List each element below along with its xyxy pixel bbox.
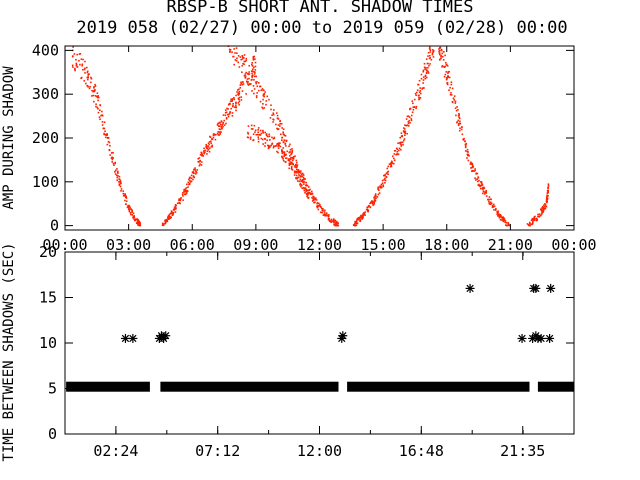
amp-x-axis: 00:00 03:00 06:00 09:00 12:00 15:00 18:00 21:00… [42, 46, 597, 254]
amp-x-tick-label: 18:00 [424, 236, 469, 254]
amp-panel: 00:00 03:00 06:00 09:00 12:00 15:00 18:00 21:00… [1, 41, 597, 254]
interval-marks [66, 283, 574, 392]
amp-envelope-6 [438, 46, 510, 227]
interval-point [531, 283, 541, 293]
baseline-run-4 [537, 381, 574, 392]
interval-point [536, 333, 546, 343]
interval-point [161, 331, 171, 341]
baseline-run-3 [347, 381, 530, 392]
interval-point [338, 331, 348, 341]
interval-y-tick-label: 5 [48, 380, 57, 398]
interval-panel: 02:24 07:12 12:00 16:48 21:35 0 5 10 15 20 TIME … [1, 242, 575, 462]
amp-envelope-3 [227, 45, 340, 227]
amp-plot-frame [64, 45, 575, 231]
interval-y-tick-label: 0 [48, 425, 57, 443]
amp-x-tick-label: 00:00 [42, 236, 87, 254]
interval-point [128, 333, 138, 343]
amp-y-tick-label: 400 [32, 41, 59, 59]
amp-y-axis-label: AMP DURING SHADOW [1, 66, 17, 210]
interval-point [465, 283, 475, 293]
amp-y-tick-label: 0 [50, 217, 59, 235]
amp-envelope-7 [526, 183, 550, 227]
interval-x-tick-label: 12:00 [297, 442, 342, 460]
amp-x-tick-label: 00:00 [551, 236, 596, 254]
amp-y-tick-label: 100 [32, 173, 59, 191]
interval-y-tick-label: 15 [39, 289, 57, 307]
amp-envelope-1 [71, 46, 142, 227]
amp-envelope-5 [352, 46, 435, 227]
interval-plot-frame [64, 251, 575, 435]
amp-y-axis: 0 100 200 300 400 [32, 41, 574, 235]
baseline-run-1 [66, 381, 150, 392]
baseline-run-2 [160, 381, 339, 392]
chart-subtitle: 2019 058 (02/27) 00:00 to 2019 059 (02/2… [76, 18, 567, 38]
interval-point [517, 333, 527, 343]
amp-x-tick-label: 12:00 [297, 236, 342, 254]
interval-x-axis: 02:24 07:12 12:00 16:48 21:35 [93, 252, 545, 460]
amp-x-tick-label: 21:00 [488, 236, 533, 254]
interval-point [546, 283, 556, 293]
interval-y-axis: 0 5 10 15 20 [39, 243, 574, 443]
interval-y-axis-label: TIME BETWEEN SHADOWS (SEC) [1, 242, 17, 461]
amp-envelope-4 [246, 124, 310, 199]
amp-x-tick-label: 03:00 [106, 236, 151, 254]
amp-y-tick-label: 300 [32, 85, 59, 103]
amp-y-tick-label: 200 [32, 129, 59, 147]
amp-envelope-2 [161, 55, 257, 227]
interval-x-tick-label: 07:12 [195, 442, 240, 460]
interval-point [120, 333, 130, 343]
amp-x-tick-label: 15:00 [361, 236, 406, 254]
interval-x-tick-label: 02:24 [93, 442, 138, 460]
interval-y-tick-label: 10 [39, 334, 57, 352]
amp-x-tick-label: 06:00 [170, 236, 215, 254]
interval-x-tick-label: 21:35 [500, 442, 545, 460]
interval-x-tick-label: 16:48 [399, 442, 444, 460]
interval-point [545, 333, 555, 343]
interval-y-tick-label: 20 [39, 243, 57, 261]
chart-title: RBSP-B SHORT ANT. SHADOW TIMES [166, 0, 473, 17]
amp-marks [71, 45, 550, 227]
amp-x-tick-label: 09:00 [233, 236, 278, 254]
